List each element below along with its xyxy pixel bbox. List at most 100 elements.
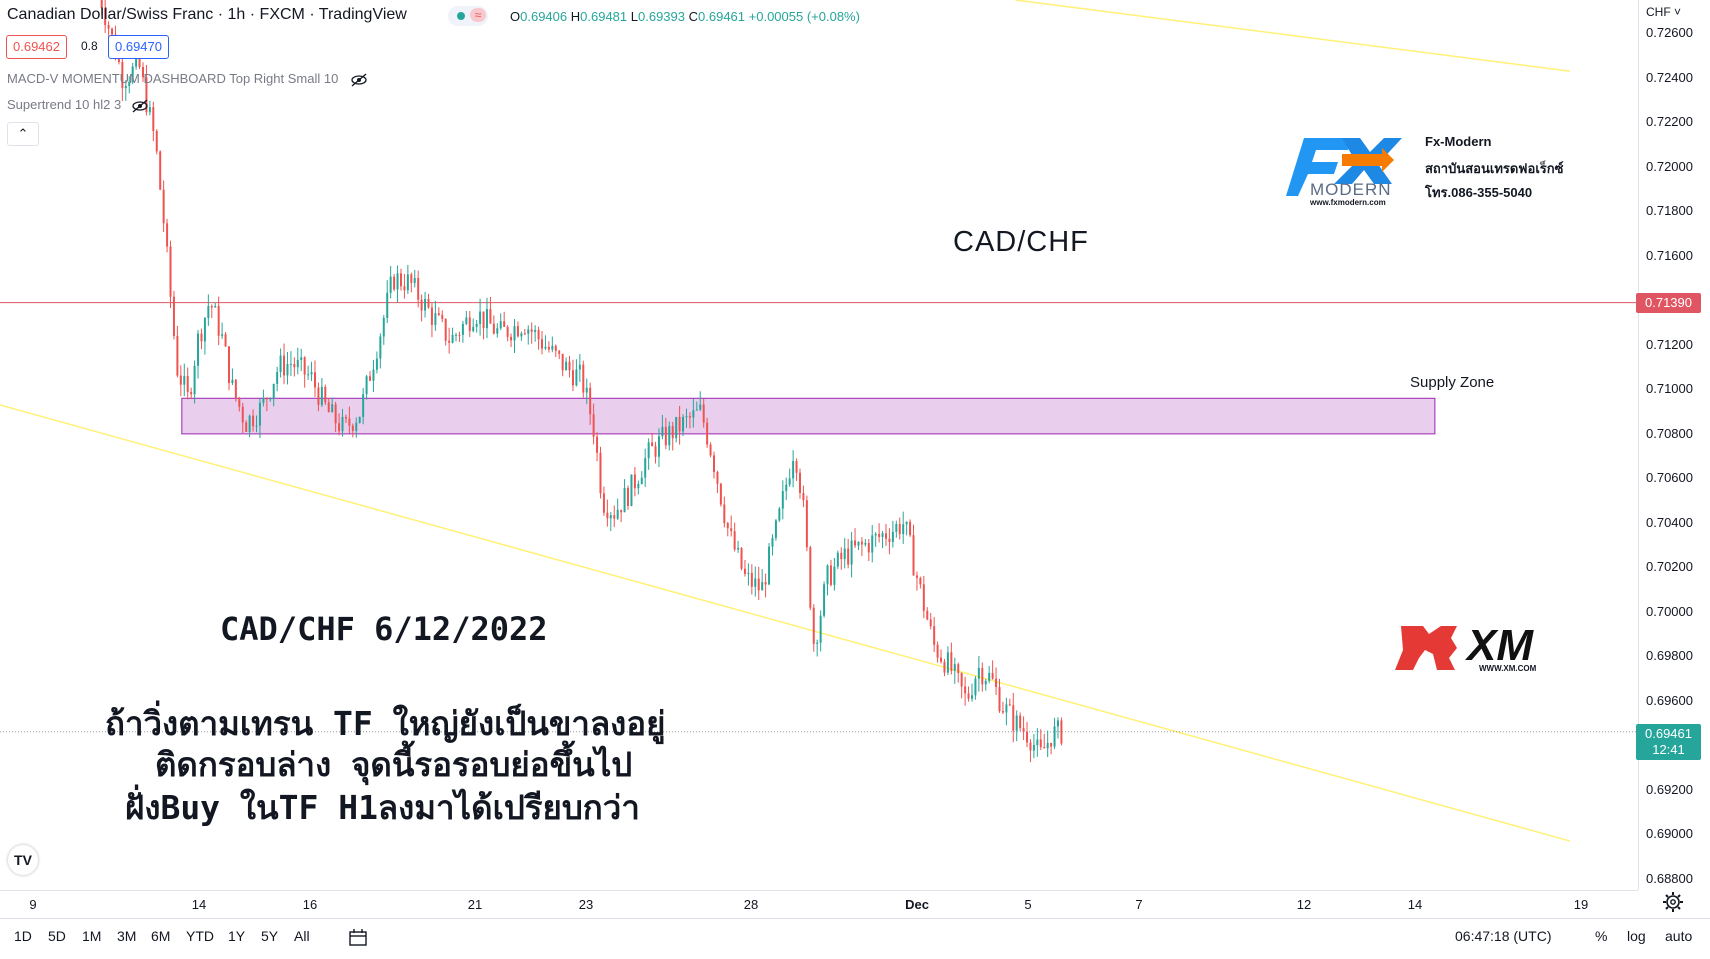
time-axis-label: 16 [302,897,318,912]
candle-body [344,416,347,419]
range-button-5d[interactable]: 5D [48,928,66,944]
candle-body [413,277,416,283]
candle-body [702,404,705,423]
candle-body [245,422,248,432]
candle-body [836,552,839,567]
candle-body [912,535,915,576]
candle-body [960,673,963,687]
candle-body [1029,742,1032,751]
candle-body [190,391,193,395]
candle-body [537,329,540,340]
candle-body [915,575,918,578]
price-axis-label: 0.69800 [1646,648,1693,664]
candle-body [678,416,681,432]
collapse-indicators-button[interactable]: ⌃ [7,122,39,146]
eye-hidden-icon[interactable] [350,73,368,87]
indicator-macd-label: MACD-V MOMENTUM DASHBOARD Top Right Smal… [7,71,339,86]
candle-body [389,276,392,293]
last-price-tag: 0.69461 12:41 [1636,723,1701,760]
range-button-1d[interactable]: 1D [14,928,32,944]
candle-body [578,364,581,370]
eye-hidden-icon[interactable] [131,99,149,113]
candle-body [451,334,454,343]
price-axis-label: 0.71000 [1646,381,1693,397]
candle-body [272,383,275,399]
indicator-supertrend[interactable]: Supertrend 10 hl2 3 [7,97,149,113]
range-button-1m[interactable]: 1M [82,928,102,944]
candle-body [516,326,519,337]
candle-body [623,487,626,513]
candle-body [682,416,685,432]
candle-body [795,461,798,473]
auto-toggle[interactable]: auto [1665,928,1693,944]
candle-body [778,508,781,521]
candle-body [534,329,537,332]
candle-body [919,577,922,585]
time-axis[interactable] [0,890,1638,919]
candle-body [699,404,702,410]
price-axis-label: 0.71600 [1646,247,1693,263]
chart-canvas[interactable] [0,0,1638,890]
candle-body [362,394,365,417]
candle-body [1026,731,1029,743]
candle-body [375,358,378,370]
indicator-macd[interactable]: MACD-V MOMENTUM DASHBOARD Top Right Smal… [7,71,368,87]
percent-toggle[interactable]: % [1595,928,1608,944]
time-axis-label: 19 [1573,897,1589,912]
candle-body [155,130,158,152]
range-button-1y[interactable]: 1Y [228,928,246,944]
candle-body [719,483,722,505]
candle-body [630,474,633,506]
candle-body [417,277,420,300]
range-button-5y[interactable]: 5Y [261,928,279,944]
candle-body [878,533,881,537]
candle-body [995,678,998,688]
candle-body [713,455,716,473]
candle-body [644,458,647,478]
sell-button[interactable]: 0.69462 [6,35,67,59]
candle-body [530,329,533,332]
utc-clock[interactable]: 06:47:18 (UTC) [1455,928,1552,944]
candle-body [620,509,623,513]
range-button-6m[interactable]: 6M [151,928,171,944]
tradingview-logo[interactable]: TV [8,845,38,875]
candle-body [317,387,320,405]
candle-body [1001,711,1004,713]
market-open-icon [457,12,465,20]
candle-body [798,472,801,493]
candle-body [1050,742,1053,747]
currency-selector[interactable]: CHF ˅ [1646,5,1681,19]
candle-body [654,446,657,457]
candle-body [276,371,279,384]
range-button-ytd[interactable]: YTD [186,928,214,944]
candle-body [327,402,330,413]
xm-logo-mark [1395,626,1457,670]
candle-body [124,85,127,89]
ohlc-readout: O0.69406 H0.69481 L0.69393 C0.69461 +0.0… [510,9,860,24]
date-range-icon[interactable] [348,928,370,948]
candle-body [998,687,1001,712]
candle-body [458,334,461,336]
range-button-all[interactable]: All [294,928,310,944]
candle-body [909,521,912,536]
candle-body [472,326,475,332]
candle-body [248,415,251,432]
candle-body [121,62,124,89]
range-button-3m[interactable]: 3M [117,928,137,944]
candle-body [599,452,602,494]
symbol-title[interactable]: Canadian Dollar/Swiss Franc · 1h · FXCM … [7,6,407,23]
candle-body [320,386,323,405]
candle-body [506,326,509,337]
candle-body [829,565,832,585]
log-toggle[interactable]: log [1627,928,1646,944]
candle-body [757,578,760,591]
candle-body [193,365,196,395]
time-axis-label: 23 [578,897,594,912]
candle-body [166,223,169,247]
candle-body [128,81,131,86]
buy-button[interactable]: 0.69470 [108,35,169,59]
candle-body [561,353,564,371]
candle-body [520,333,523,337]
candle-body [761,582,764,591]
settings-gear-icon[interactable] [1662,891,1684,913]
